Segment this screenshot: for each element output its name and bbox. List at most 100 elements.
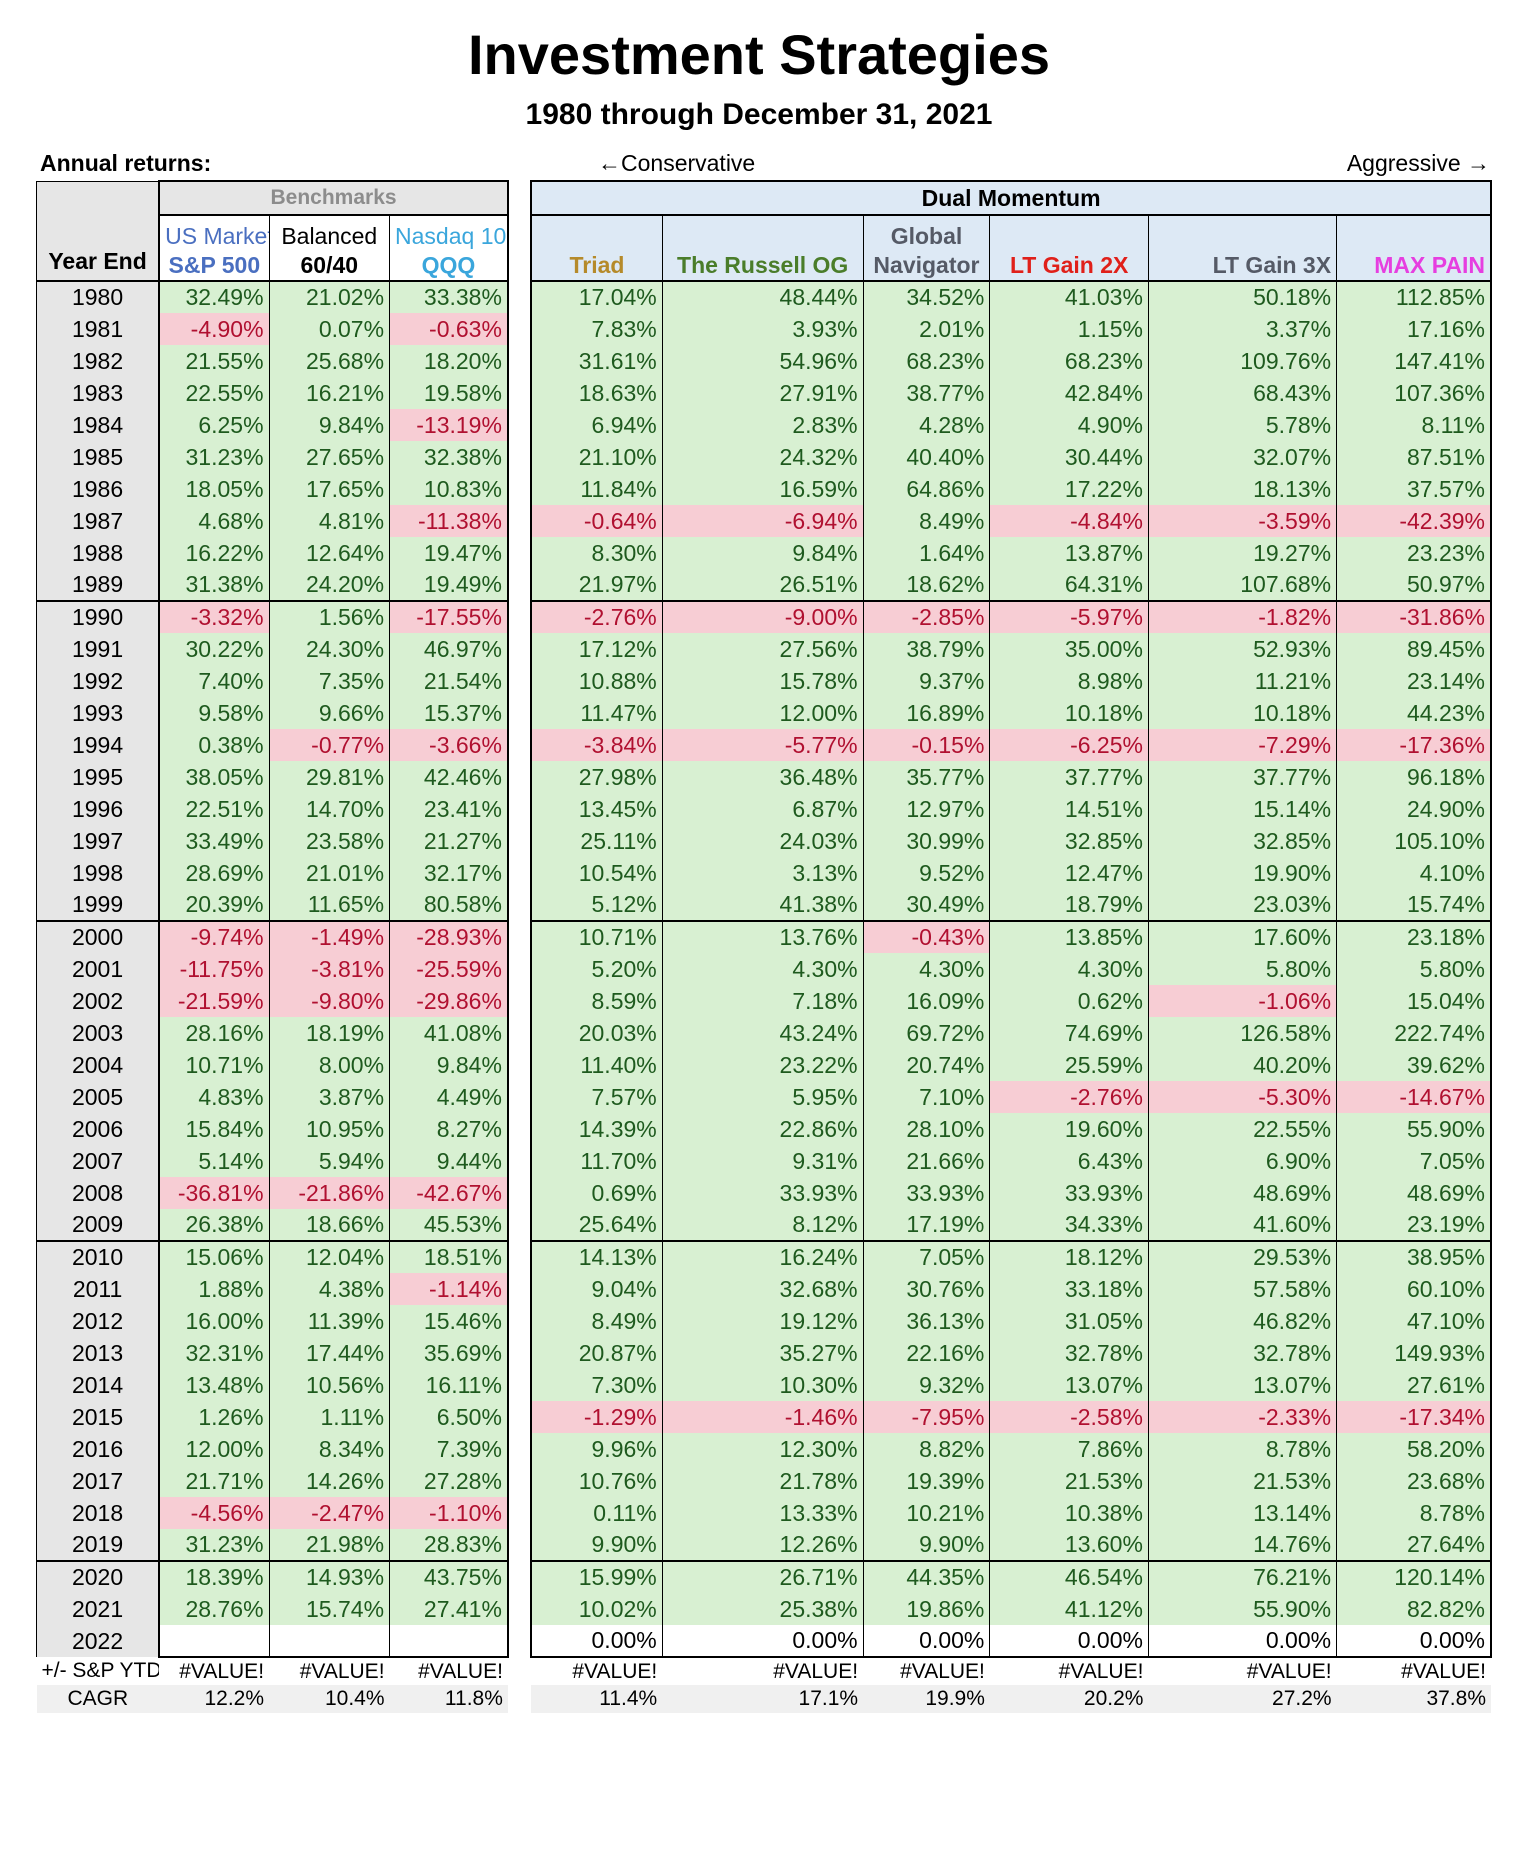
return-cell: -5.30% bbox=[1147, 1081, 1337, 1113]
column-gap bbox=[507, 537, 532, 569]
return-cell: 29.81% bbox=[268, 761, 390, 793]
return-cell: 19.58% bbox=[389, 377, 509, 409]
return-cell: 8.12% bbox=[661, 1209, 864, 1241]
return-cell: 10.21% bbox=[862, 1497, 990, 1529]
return-cell: 18.51% bbox=[389, 1240, 509, 1273]
return-cell: 9.04% bbox=[530, 1273, 663, 1305]
return-cell: 13.85% bbox=[989, 920, 1149, 953]
return-cell: 29.53% bbox=[1147, 1240, 1337, 1273]
return-cell: 8.11% bbox=[1336, 409, 1493, 441]
col-header-sp500-line1: US Market bbox=[165, 223, 270, 249]
return-cell: 23.18% bbox=[1336, 920, 1493, 953]
return-cell: 40.20% bbox=[1147, 1049, 1337, 1081]
column-gap bbox=[507, 857, 532, 889]
table-row: 1985 31.23% 27.65% 32.38% 21.10% 24.32% 40.40%… bbox=[36, 441, 1493, 473]
return-cell: 23.41% bbox=[389, 793, 509, 825]
return-cell: 23.23% bbox=[1336, 537, 1493, 569]
table-row: 2016 12.00% 8.34% 7.39% 9.96% 12.30% 8.82% 7.86… bbox=[36, 1433, 1493, 1465]
return-cell: -4.90% bbox=[158, 313, 270, 345]
return-cell: 0.00% bbox=[1336, 1625, 1493, 1658]
return-cell: 7.05% bbox=[1336, 1145, 1493, 1177]
return-cell: 15.74% bbox=[268, 1593, 390, 1625]
table-row: 2015 1.26% 1.11% 6.50% -1.29% -1.46% -7.95% -2.… bbox=[36, 1401, 1493, 1433]
return-cell: 120.14% bbox=[1336, 1560, 1493, 1593]
return-cell: 8.49% bbox=[530, 1305, 663, 1337]
return-cell: 13.33% bbox=[661, 1497, 864, 1529]
return-cell: 33.93% bbox=[989, 1177, 1149, 1209]
return-cell: 2.83% bbox=[661, 409, 864, 441]
return-cell: 19.27% bbox=[1147, 537, 1337, 569]
table-row: 1986 18.05% 17.65% 10.83% 11.84% 16.59% 64.86%… bbox=[36, 473, 1493, 505]
return-cell: 16.24% bbox=[661, 1240, 864, 1273]
return-cell: 23.58% bbox=[268, 825, 390, 857]
return-cell: 22.55% bbox=[1147, 1113, 1337, 1145]
return-cell: 20.74% bbox=[862, 1049, 990, 1081]
return-cell: 54.96% bbox=[661, 345, 864, 377]
ytd-label: +/- S&P YTD: bbox=[41, 1659, 160, 1682]
return-cell: 43.24% bbox=[661, 1017, 864, 1049]
return-cell: -1.49% bbox=[268, 920, 390, 953]
return-cell: 12.30% bbox=[661, 1433, 864, 1465]
return-cell: 21.27% bbox=[389, 825, 509, 857]
return-cell: 14.93% bbox=[268, 1560, 390, 1593]
return-cell: 4.90% bbox=[989, 409, 1149, 441]
col-header-balanced: Balanced 60/40 bbox=[268, 215, 390, 281]
table-row: 1989 31.38% 24.20% 19.49% 21.97% 26.51% 18.62%… bbox=[36, 569, 1493, 601]
return-cell: 9.58% bbox=[158, 697, 270, 729]
return-cell: 112.85% bbox=[1336, 280, 1493, 313]
return-cell: 17.12% bbox=[530, 633, 663, 665]
return-cell: 26.51% bbox=[661, 569, 864, 601]
return-cell: 16.00% bbox=[158, 1305, 270, 1337]
return-cell: 16.89% bbox=[862, 697, 990, 729]
year-cell: 1980 bbox=[36, 280, 160, 313]
return-cell: 38.79% bbox=[862, 633, 990, 665]
ytd-value: #VALUE! bbox=[1401, 1659, 1486, 1683]
return-cell: -42.67% bbox=[389, 1177, 509, 1209]
year-cell: 1996 bbox=[36, 793, 160, 825]
table-row: 1990 -3.32% 1.56% -17.55% -2.76% -9.00% -2.85%… bbox=[36, 600, 1493, 633]
return-cell: 6.94% bbox=[530, 409, 663, 441]
table-row: 2005 4.83% 3.87% 4.49% 7.57% 5.95% 7.10% -2.76%… bbox=[36, 1081, 1493, 1113]
return-cell: -29.86% bbox=[389, 985, 509, 1017]
return-cell: 24.90% bbox=[1336, 793, 1493, 825]
return-cell: 15.04% bbox=[1336, 985, 1493, 1017]
return-cell: 58.20% bbox=[1336, 1433, 1493, 1465]
return-cell: 15.99% bbox=[530, 1560, 663, 1593]
return-cell: 9.84% bbox=[661, 537, 864, 569]
return-cell: 19.39% bbox=[862, 1465, 990, 1497]
year-cell: 2017 bbox=[36, 1465, 160, 1497]
return-cell: 30.49% bbox=[862, 889, 990, 921]
return-cell: 24.32% bbox=[661, 441, 864, 473]
return-cell: 21.01% bbox=[268, 857, 390, 889]
return-cell: 35.00% bbox=[989, 633, 1149, 665]
return-cell: 5.94% bbox=[268, 1145, 390, 1177]
year-cell: 1991 bbox=[36, 633, 160, 665]
return-cell: 41.60% bbox=[1147, 1209, 1337, 1241]
column-gap bbox=[507, 1593, 532, 1625]
return-cell: 32.78% bbox=[989, 1337, 1149, 1369]
return-cell: 41.08% bbox=[389, 1017, 509, 1049]
return-cell: -42.39% bbox=[1336, 505, 1493, 537]
table-row: 1996 22.51% 14.70% 23.41% 13.45% 6.87% 12.97% 1… bbox=[36, 793, 1493, 825]
return-cell: 7.05% bbox=[862, 1240, 990, 1273]
return-cell: 3.87% bbox=[268, 1081, 390, 1113]
return-cell: 25.11% bbox=[530, 825, 663, 857]
return-cell: 5.80% bbox=[1147, 953, 1337, 985]
return-cell: 13.48% bbox=[158, 1369, 270, 1401]
return-cell: -1.06% bbox=[1147, 985, 1337, 1017]
year-cell: 2009 bbox=[36, 1209, 160, 1241]
return-cell: 8.34% bbox=[268, 1433, 390, 1465]
return-cell: -1.10% bbox=[389, 1497, 509, 1529]
return-cell: 25.64% bbox=[530, 1209, 663, 1241]
col-header-lt-gain-3x-label: LT Gain 3X bbox=[1212, 252, 1332, 278]
return-cell: 15.74% bbox=[1336, 889, 1493, 921]
return-cell: 30.76% bbox=[862, 1273, 990, 1305]
ytd-value: #VALUE! bbox=[179, 1659, 265, 1683]
col-header-global-navigator-line1: Global bbox=[890, 223, 963, 249]
return-cell: 21.98% bbox=[268, 1529, 390, 1561]
return-cell: 57.58% bbox=[1147, 1273, 1337, 1305]
return-cell: 21.78% bbox=[661, 1465, 864, 1497]
return-cell: 12.00% bbox=[158, 1433, 270, 1465]
column-gap bbox=[507, 1337, 532, 1369]
return-cell: 8.27% bbox=[389, 1113, 509, 1145]
